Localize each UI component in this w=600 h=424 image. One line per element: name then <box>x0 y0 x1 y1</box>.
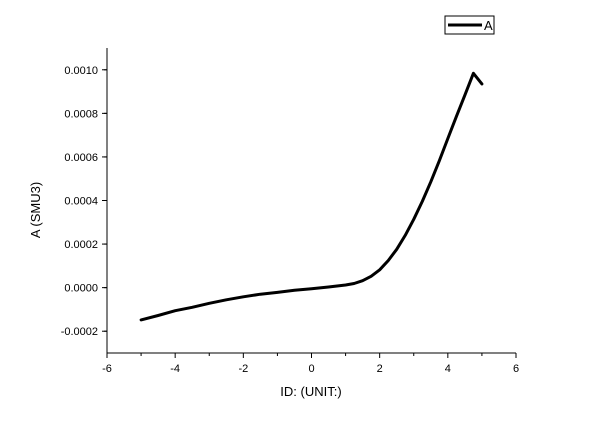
y-tick-label: 0.0002 <box>64 239 98 251</box>
y-tick-label: 0.0004 <box>64 196 98 208</box>
y-tick-label: 0.0006 <box>64 152 98 164</box>
legend: A <box>444 15 495 35</box>
x-tick-label: -2 <box>238 363 248 375</box>
y-tick-label: 0.0008 <box>64 108 98 120</box>
y-axis-title: A (SMU3) <box>28 182 43 238</box>
y-tick-label: 0.0000 <box>64 283 98 295</box>
x-axis-title: ID: (UNIT:) <box>280 384 341 399</box>
y-tick-label: 0.0010 <box>64 65 98 77</box>
legend-label-a: A <box>484 18 493 33</box>
x-tick-label: 0 <box>308 363 314 375</box>
x-tick-label: 2 <box>377 363 383 375</box>
x-tick-label: 4 <box>445 363 451 375</box>
series-line-a <box>139 71 484 322</box>
x-tick-label: -6 <box>102 363 112 375</box>
y-tick-label: -0.0002 <box>61 326 98 338</box>
x-tick-label: 6 <box>513 363 519 375</box>
x-tick-label: -4 <box>170 363 180 375</box>
